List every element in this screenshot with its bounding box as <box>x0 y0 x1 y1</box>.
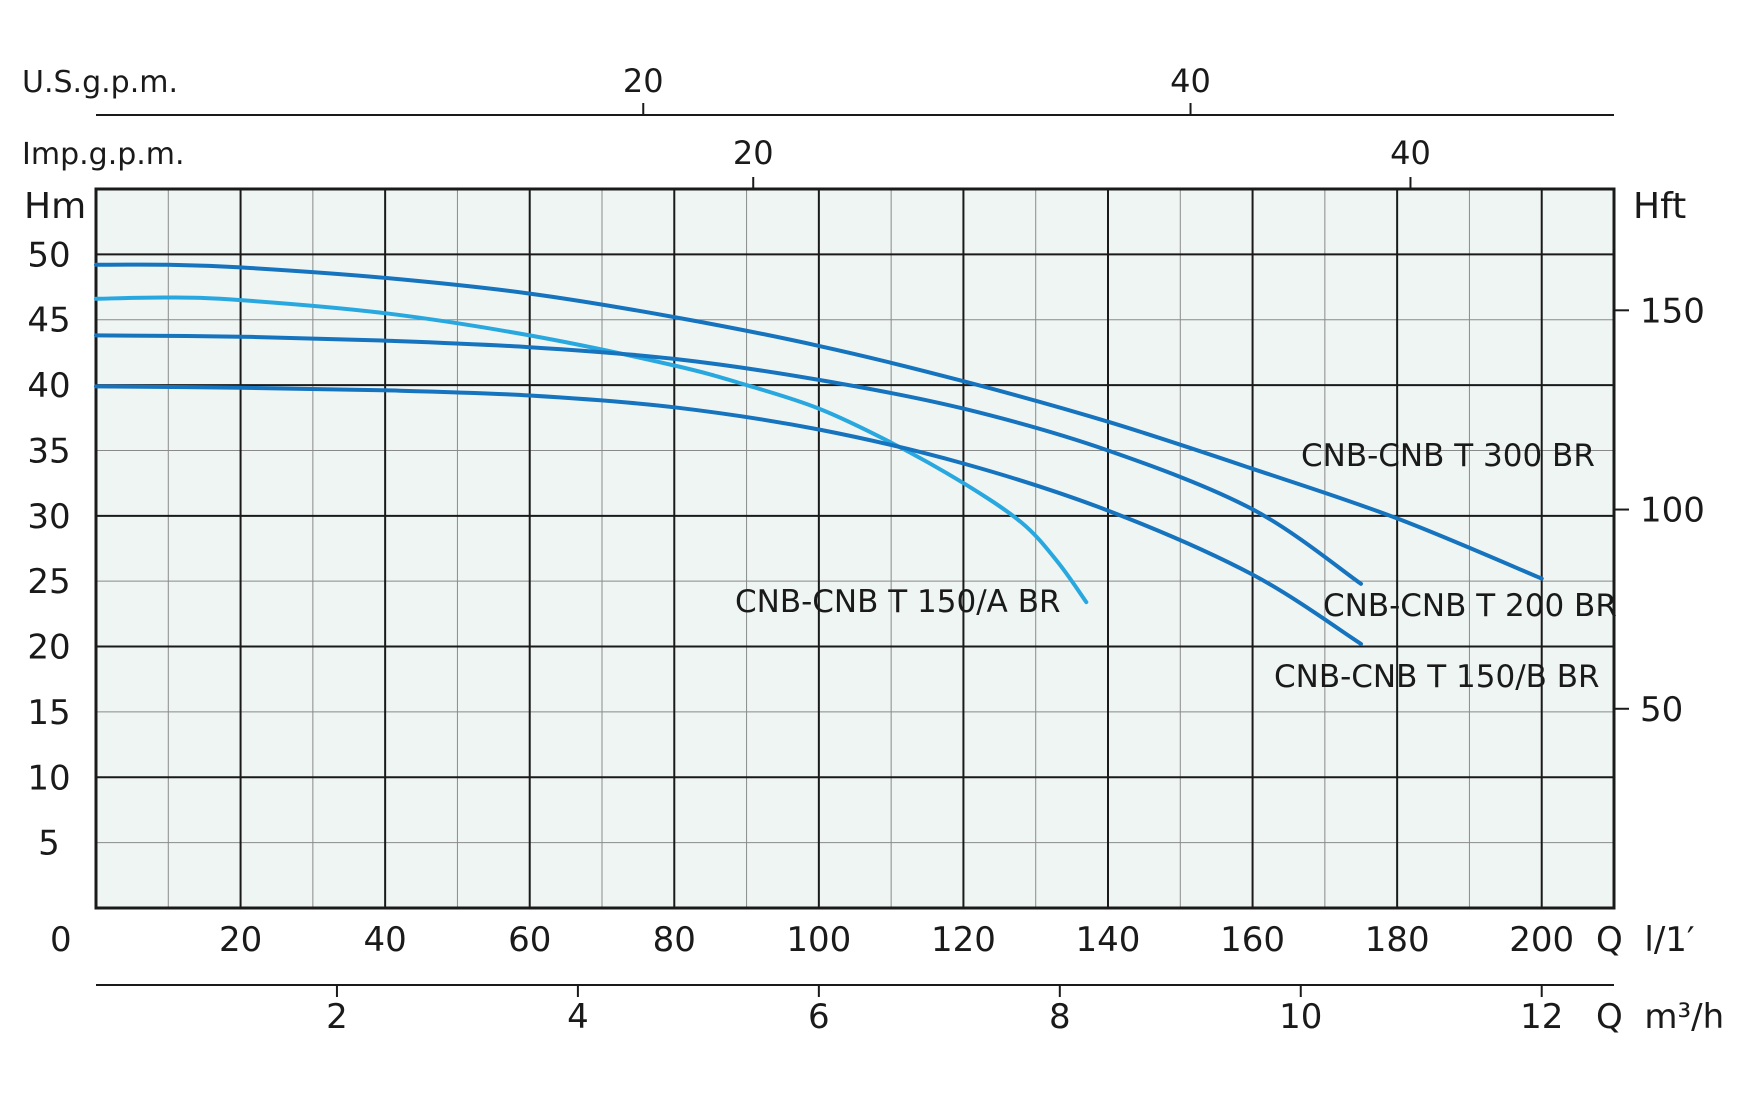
lpm-tick-label: 100 <box>786 920 851 960</box>
performance-curves <box>94 262 1544 646</box>
left-tick-label: 45 <box>27 301 70 341</box>
left-tick-label: 40 <box>27 366 70 406</box>
imp-gpm-unit-label: Imp.g.p.m. <box>22 137 185 172</box>
lpm-tick-label: 20 <box>219 920 262 960</box>
left-tick-label: 15 <box>27 693 70 733</box>
m3h-tick-label: 12 <box>1520 997 1563 1037</box>
series-label-150a: CNB-CNB T 150/A BR <box>735 584 1061 620</box>
m3h-tick-label: 6 <box>808 997 830 1037</box>
left-axis-unit-label: Hm <box>24 186 86 227</box>
us-gpm-tick-label: 40 <box>1170 62 1211 100</box>
lpm-tick-label: 140 <box>1076 920 1141 960</box>
m3h-tick-label: 10 <box>1279 997 1322 1037</box>
plot-frame <box>94 187 1616 910</box>
left-tick-label: 50 <box>27 235 70 275</box>
lpm-axis-ticks: 20 40 60 80 100 120 140 160 180 200 <box>219 920 1574 960</box>
lpm-tick-label: 200 <box>1509 920 1574 960</box>
imp-gpm-ticks: 20 40 <box>733 134 1431 189</box>
lpm-tick-label: 160 <box>1220 920 1285 960</box>
lpm-tick-label: 120 <box>931 920 996 960</box>
curve-series-3 <box>94 384 1363 646</box>
series-label-150b: CNB-CNB T 150/B BR <box>1274 659 1600 695</box>
curve-series-2 <box>94 333 1363 586</box>
grid-minor <box>96 189 1614 908</box>
lpm-tick-label: 80 <box>653 920 696 960</box>
imp-gpm-tick-label: 20 <box>733 134 774 172</box>
left-tick-label: 30 <box>27 497 70 537</box>
m3h-axis-ticks: 2 4 6 8 10 12 <box>326 985 1563 1037</box>
right-tick-label: 50 <box>1640 690 1683 730</box>
m3h-tick-label: 8 <box>1049 997 1071 1037</box>
lpm-tick-label: 40 <box>364 920 407 960</box>
lpm-tick-label: 180 <box>1365 920 1430 960</box>
imp-gpm-tick-label: 40 <box>1390 134 1431 172</box>
right-tick-label: 100 <box>1640 491 1705 531</box>
us-gpm-tick-label: 20 <box>623 62 664 100</box>
left-tick-label: 35 <box>27 431 70 471</box>
right-axis-ticks: 150 100 50 <box>1614 291 1705 730</box>
us-gpm-ticks: 20 40 <box>623 62 1211 115</box>
m3h-tick-label: 4 <box>567 997 589 1037</box>
right-tick-label: 150 <box>1640 291 1705 331</box>
plot-area <box>96 189 1614 908</box>
series-label-300: CNB-CNB T 300 BR <box>1301 438 1595 474</box>
right-axis-unit-label: Hft <box>1633 186 1686 227</box>
m3h-tick-label: 2 <box>326 997 348 1037</box>
left-tick-label: 25 <box>27 562 70 602</box>
series-label-200: CNB-CNB T 200 BR <box>1323 588 1617 624</box>
grid-major <box>96 189 1614 908</box>
left-tick-label: 5 <box>38 824 60 864</box>
left-axis-ticks: 50 45 40 35 30 25 20 15 10 5 <box>27 235 70 863</box>
curve-series-1 <box>94 295 1089 605</box>
us-gpm-unit-label: U.S.g.p.m. <box>22 65 178 100</box>
left-tick-label: 10 <box>27 758 70 798</box>
lpm-tick-label: 60 <box>508 920 551 960</box>
bottom-axis-zero-label: 0 <box>50 920 72 960</box>
m3h-unit-label: Q m³/h <box>1596 997 1724 1037</box>
lpm-unit-label: Q l/1′ <box>1596 920 1695 960</box>
left-tick-label: 20 <box>27 628 70 668</box>
curve-series-0 <box>94 262 1544 581</box>
